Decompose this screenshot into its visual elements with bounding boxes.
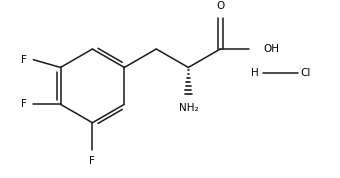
Text: F: F xyxy=(89,156,95,166)
Text: OH: OH xyxy=(263,44,279,54)
Text: F: F xyxy=(21,99,27,109)
Text: O: O xyxy=(216,1,224,11)
Text: NH₂: NH₂ xyxy=(178,103,198,113)
Text: F: F xyxy=(21,55,27,65)
Text: H: H xyxy=(252,68,259,78)
Text: Cl: Cl xyxy=(301,68,311,78)
